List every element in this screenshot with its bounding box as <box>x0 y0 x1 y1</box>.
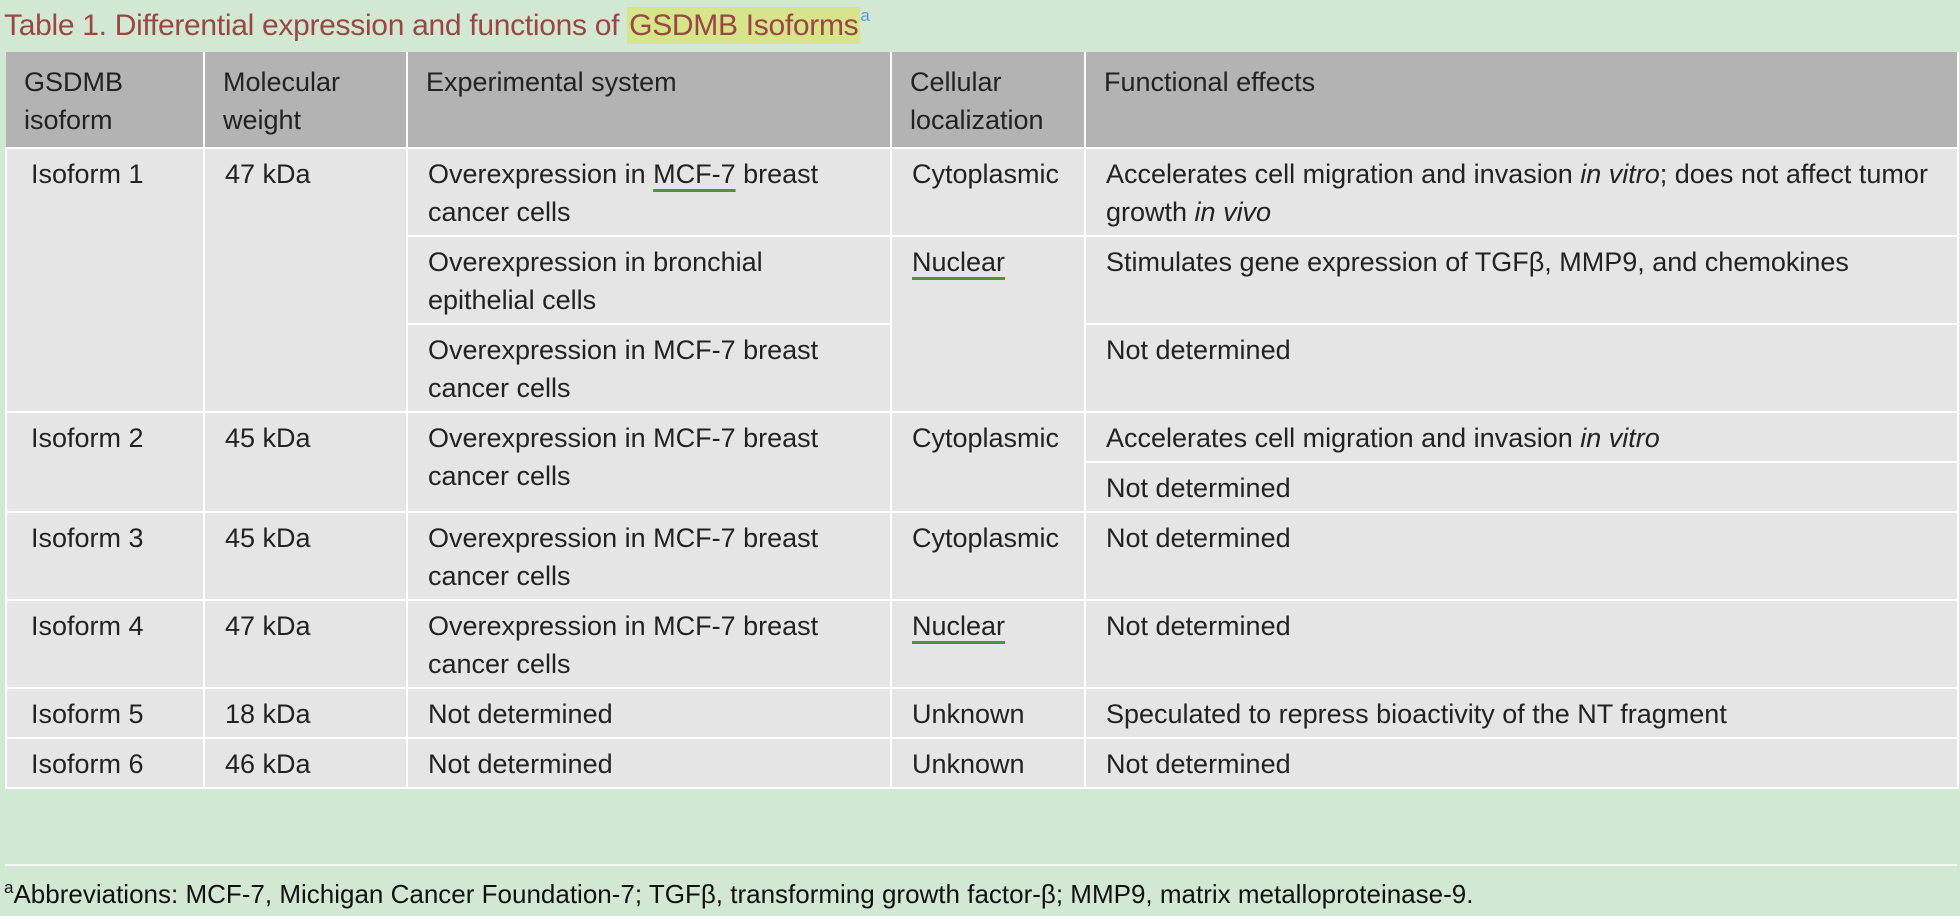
table-caption: Table 1. Differential expression and fun… <box>4 6 870 44</box>
cell-isoform: Isoform 4 <box>5 600 205 689</box>
cell-weight: 45 kDa <box>203 512 408 601</box>
cell-experimental-system: Not determined <box>406 688 892 739</box>
nuclear-link[interactable]: Nuclear <box>912 611 1006 641</box>
cell-weight: 46 kDa <box>203 738 408 789</box>
header-experimental-system: Experimental system <box>407 52 892 149</box>
cell-experimental-system: Overexpression in MCF-7 breast cancer ce… <box>406 412 892 513</box>
cell-experimental-system: Overexpression in MCF-7 breast cancer ce… <box>406 512 892 601</box>
cell-functional-effects: Not determined <box>1084 512 1959 601</box>
cell-localization: Cytoplasmic <box>890 148 1086 237</box>
cell-localization: Cytoplasmic <box>890 412 1086 513</box>
cell-localization: Unknown <box>890 738 1086 789</box>
table-row: Overexpression in MCF-7 breast cancer ce… <box>6 324 1959 413</box>
cell-functional-effects: Not determined <box>1084 738 1959 789</box>
cell-weight: 45 kDa <box>203 412 408 513</box>
table-row: Isoform 1 47 kDa Overexpression in MCF-7… <box>5 148 1959 413</box>
cell-localization: Nuclear <box>890 236 1086 413</box>
header-weight: Molecular weight <box>204 52 408 149</box>
nuclear-link[interactable]: Nuclear <box>912 247 1006 277</box>
header-functional-effects: Functional effects <box>1085 52 1959 149</box>
cell-experimental-system: Overexpression in MCF-7 breast cancer ce… <box>406 600 892 689</box>
caption-footnote-link[interactable]: a <box>860 6 870 25</box>
mcf7-link[interactable]: MCF-7 <box>653 159 736 189</box>
cell-isoform: Isoform 3 <box>5 512 205 601</box>
cell-functional-effects: Accelerates cell migration and invasion … <box>1084 412 1959 463</box>
cell-localization: Unknown <box>890 688 1086 739</box>
cell-experimental-system: Not determined <box>406 738 892 789</box>
table-row: Overexpression in bronchial epithelial c… <box>6 236 1959 413</box>
table-row: Isoform 2 45 kDa Overexpression in MCF-7… <box>5 412 1959 513</box>
cell-weight: 47 kDa <box>203 600 408 689</box>
cell-experimental-system: Overexpression in MCF-7 breast cancer ce… <box>406 324 892 413</box>
table-row: Not determined <box>6 462 1959 513</box>
table-row: Isoform 3 45 kDa Overexpression in MCF-7… <box>5 512 1959 601</box>
cell-localization: Cytoplasmic <box>890 512 1086 601</box>
cell-weight: 18 kDa <box>203 688 408 739</box>
header-isoform: GSDMB isoform <box>6 52 205 149</box>
isoform-table: GSDMB isoform Molecular weight Experimenta… <box>5 52 1959 789</box>
cell-functional-effects: Speculated to repress bioactivity of the… <box>1084 688 1959 739</box>
table-bottom-divider <box>5 864 1957 866</box>
cell-localization: Nuclear <box>890 600 1086 689</box>
header-row: GSDMB isoform Molecular weight Experimenta… <box>6 52 1959 149</box>
table-row: Isoform 6 46 kDa Not determined Unknown … <box>5 738 1959 789</box>
cell-isoform: Isoform 2 <box>5 412 205 513</box>
footnote-marker: a <box>4 878 14 897</box>
cell-weight: 47 kDa <box>203 148 408 413</box>
header-localization: Cellular localization <box>891 52 1086 149</box>
caption-highlight: GSDMB Isoforms <box>627 7 861 44</box>
cell-functional-effects: Not determined <box>1084 324 1959 413</box>
table-row: Isoform 4 47 kDa Overexpression in MCF-7… <box>5 600 1959 689</box>
cell-isoform: Isoform 5 <box>5 688 205 739</box>
footnote-text: Abbreviations: MCF-7, Michigan Cancer Fo… <box>13 879 1474 909</box>
cell-experimental-system: Overexpression in bronchial epithelial c… <box>406 236 892 325</box>
cell-isoform: Isoform 6 <box>5 738 205 789</box>
cell-experimental-system: Overexpression in MCF-7 breast cancer ce… <box>406 148 892 237</box>
cell-isoform: Isoform 1 <box>5 148 205 413</box>
table-footnote: aAbbreviations: MCF-7, Michigan Cancer F… <box>4 878 1473 910</box>
cell-functional-effects: Not determined <box>1084 462 1959 513</box>
table-row: Isoform 5 18 kDa Not determined Unknown … <box>5 688 1959 739</box>
cell-functional-effects: Stimulates gene expression of TGFβ, MMP9… <box>1084 236 1959 325</box>
cell-functional-effects: Not determined <box>1084 600 1959 689</box>
cell-functional-effects: Accelerates cell migration and invasion … <box>1084 148 1959 237</box>
caption-prefix: Table 1. Differential expression and fun… <box>4 9 628 42</box>
